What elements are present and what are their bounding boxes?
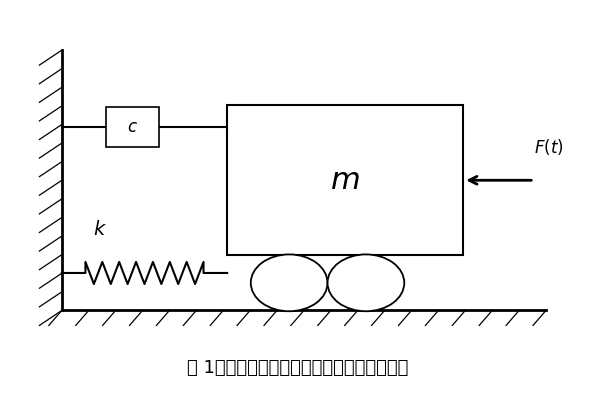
Text: $F(t)$: $F(t)$ [534,137,564,157]
Ellipse shape [328,254,404,311]
Text: $c$: $c$ [127,118,138,136]
Bar [227,105,463,255]
Bar [106,107,159,147]
Ellipse shape [251,254,328,311]
Text: $m$: $m$ [330,165,360,196]
Text: 图 1　　压电式加速度传感器的力学简化模型: 图 1 压电式加速度传感器的力学简化模型 [187,360,409,378]
Text: $k$: $k$ [93,220,107,239]
